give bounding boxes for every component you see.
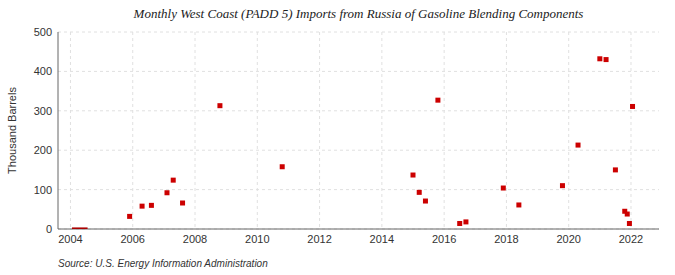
point (417, 190, 422, 195)
point (576, 143, 581, 148)
x-tick-label: 2020 (556, 233, 580, 245)
x-tick-label: 2014 (370, 233, 394, 245)
point (217, 103, 222, 108)
x-tick-label: 2010 (245, 233, 269, 245)
point (280, 164, 285, 169)
x-grid-line (319, 32, 320, 229)
point (560, 183, 565, 188)
marks (72, 56, 635, 229)
point (435, 98, 440, 103)
point (501, 186, 506, 191)
point (180, 200, 185, 205)
y-grid-line (58, 150, 659, 151)
x-grid-line (132, 32, 133, 229)
x-tick-label: 2018 (494, 233, 518, 245)
y-grid-line (58, 71, 659, 72)
y-tick-label: 200 (34, 144, 52, 156)
x-grid-line (506, 32, 507, 229)
point (627, 221, 632, 226)
x-axis-line (58, 229, 659, 230)
point (613, 167, 618, 172)
y-tick-label: 0 (46, 223, 52, 235)
point (410, 173, 415, 178)
x-tick-label: 2006 (120, 233, 144, 245)
point (463, 219, 468, 224)
x-tick-label: 2022 (619, 233, 643, 245)
x-grid-line (257, 32, 258, 229)
x-grid-line (195, 32, 196, 229)
x-grid-line (568, 32, 569, 229)
y-grid-line (58, 229, 659, 230)
title: Monthly West Coast (PADD 5) Imports from… (133, 6, 584, 21)
y-axis-line (58, 32, 59, 229)
bar (72, 227, 88, 229)
point (140, 204, 145, 209)
x-grid-line (630, 32, 631, 229)
source: Source: U.S. Energy Information Administ… (58, 258, 268, 269)
chart: 2004 2006 2008 2010 2012 2014 2016 2018 2020 2022… (0, 0, 675, 275)
y-tick-label: 300 (34, 105, 52, 117)
point (171, 178, 176, 183)
point (423, 199, 428, 204)
x-tick-label: 2004 (58, 233, 82, 245)
y-axis-label: Thousand Barrels (6, 87, 18, 174)
point (164, 190, 169, 195)
x-grid-line (70, 32, 71, 229)
x-grid-line (444, 32, 445, 229)
y-tick-label: 100 (34, 184, 52, 196)
x-tick-label: 2012 (307, 233, 331, 245)
x-tick-label: 2016 (432, 233, 456, 245)
point (516, 202, 521, 207)
point (604, 57, 609, 62)
grid (58, 32, 659, 229)
y-tick-label: 500 (34, 26, 52, 38)
point (457, 221, 462, 226)
point (597, 56, 602, 61)
y-tick-label: 400 (34, 65, 52, 77)
point (127, 214, 132, 219)
x-grid-line (381, 32, 382, 229)
x-tick-label: 2008 (183, 233, 207, 245)
point (149, 203, 154, 208)
point (630, 104, 635, 109)
point (625, 212, 630, 217)
